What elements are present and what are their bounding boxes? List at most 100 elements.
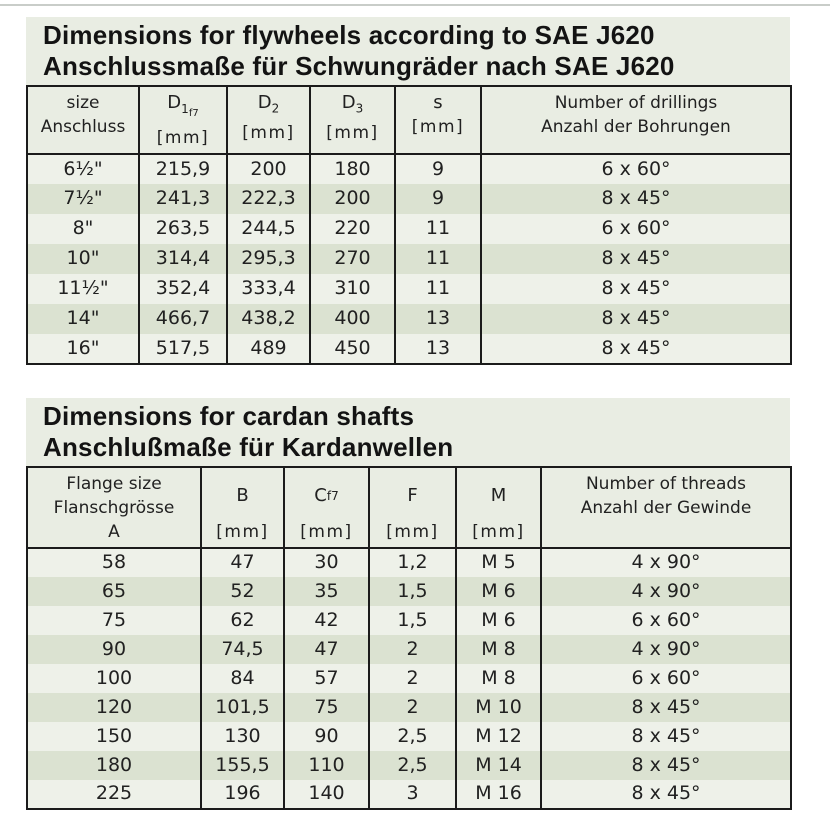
table-cell: 1,5: [368, 605, 457, 635]
table-cell: 2,5: [368, 721, 457, 751]
cardan-title-de: Anschlußmaße für Kardanwellen: [43, 431, 454, 462]
table-row: 8" 263,5 244,5 220 11 6 x 60°: [26, 213, 792, 244]
table-cell: 35: [283, 576, 370, 606]
table-cell: 8 x 45°: [480, 333, 792, 364]
table-cell: 9: [394, 153, 482, 184]
table-row: 150 130 90 2,5 M 12 8 x 45°: [26, 721, 792, 751]
table-cell: 52: [200, 576, 285, 606]
table-cell: M 8: [455, 634, 542, 664]
table-cell: 215,9: [138, 153, 228, 184]
table-cell: 13: [394, 333, 482, 364]
table-cell: 2: [368, 634, 457, 664]
b-unit: [mm]: [216, 521, 269, 542]
d2-unit: [mm]: [242, 122, 295, 143]
flywheel-header-row: size Anschluss D1f7 [mm] D2 [mm] D3 [mm]: [26, 86, 792, 155]
table-cell: M 8: [455, 663, 542, 693]
table-cell: 8 x 45°: [480, 273, 792, 304]
table-cell: 295,3: [226, 243, 311, 274]
table-cell: 200: [309, 183, 396, 214]
table-cell: 1,5: [368, 576, 457, 606]
table-cell: 8 x 45°: [480, 243, 792, 274]
table-row: 180 155,5 110 2,5 M 14 8 x 45°: [26, 750, 792, 780]
table-cell: 4 x 90°: [540, 576, 792, 606]
cardan-section-title: Dimensions for cardan shafts Anschlußmaß…: [26, 397, 790, 466]
table-cell: 489: [226, 333, 311, 364]
table-row: 6½" 215,9 200 180 9 6 x 60°: [26, 153, 792, 184]
col-header-d2: D2 [mm]: [226, 86, 311, 155]
table-cell: M 5: [455, 547, 542, 577]
table-cell: M 12: [455, 721, 542, 751]
table-cell: 7½": [26, 183, 140, 214]
table-cell: 42: [283, 605, 370, 635]
col-header-size-en: size: [66, 93, 100, 113]
table-cell: 110: [283, 750, 370, 780]
d1f7-symbol: D1f7: [167, 92, 199, 119]
table-cell: 2: [368, 663, 457, 693]
table-cell: 90: [26, 634, 202, 664]
table-cell: 155,5: [200, 750, 285, 780]
col-header-size: size Anschluss: [26, 86, 140, 155]
flange-label-de: Flanschgrösse: [53, 497, 175, 518]
m-symbol: M: [490, 484, 507, 506]
flywheel-section-title: Dimensions for flywheels according to SA…: [26, 17, 790, 85]
table-row: 120 101,5 75 2 M 10 8 x 45°: [26, 692, 792, 722]
table-cell: 8 x 45°: [480, 183, 792, 214]
table-cell: 75: [283, 692, 370, 722]
table-cell: 222,3: [226, 183, 311, 214]
table-cell: 196: [200, 779, 285, 809]
table-cell: 65: [26, 576, 202, 606]
table-cell: 3: [368, 779, 457, 809]
drillings-label-de: Anzahl der Bohrungen: [541, 117, 731, 137]
table-cell: 225: [26, 779, 202, 809]
table-cell: M 6: [455, 605, 542, 635]
table-cell: 58: [26, 547, 202, 577]
threads-label-en: Number of threads: [585, 473, 747, 494]
table-cell: 90: [283, 721, 370, 751]
flywheel-section: Dimensions for flywheels according to SA…: [26, 0, 792, 365]
d2-symbol: D2: [257, 92, 280, 116]
table-cell: 30: [283, 547, 370, 577]
table-cell: 244,5: [226, 213, 311, 244]
d1f7-unit: [mm]: [156, 127, 210, 148]
f-symbol: F: [407, 484, 418, 506]
threads-label-de: Anzahl der Gewinde: [580, 497, 752, 518]
table-row: 14" 466,7 438,2 400 13 8 x 45°: [26, 303, 792, 334]
table-cell: 57: [283, 663, 370, 693]
table-cell: 9: [394, 183, 482, 214]
col-header-b: B [mm]: [200, 466, 285, 549]
d3-symbol: D3: [341, 92, 364, 116]
table-cell: 6 x 60°: [540, 663, 792, 693]
table-cell: 150: [26, 721, 202, 751]
drillings-label-en: Number of drillings: [554, 93, 718, 113]
table-cell: 2: [368, 692, 457, 722]
table-cell: 1,2: [368, 547, 457, 577]
table-cell: 180: [309, 153, 396, 184]
table-cell: 10": [26, 243, 140, 274]
cardan-title-en: Dimensions for cardan shafts: [43, 400, 415, 431]
table-cell: 62: [200, 605, 285, 635]
table-cell: 11½": [26, 273, 140, 304]
table-cell: 314,4: [138, 243, 228, 274]
col-header-s: s [mm]: [394, 86, 482, 155]
m-unit: [mm]: [472, 521, 525, 542]
col-header-d3: D3 [mm]: [309, 86, 396, 155]
table-cell: 8 x 45°: [540, 692, 792, 722]
flange-label-en: Flange size: [66, 473, 162, 494]
table-cell: 101,5: [200, 692, 285, 722]
flywheel-table-body: 6½" 215,9 200 180 9 6 x 60° 7½" 241,3 222,3 200 9 8…: [26, 153, 792, 364]
table-cell: 263,5: [138, 213, 228, 244]
col-header-d1f7: D1f7 [mm]: [138, 86, 228, 155]
cardan-header-row: Flange size Flanschgrösse A B [mm]: [26, 466, 792, 549]
table-cell: M 16: [455, 779, 542, 809]
table-cell: 47: [283, 634, 370, 664]
d3-unit: [mm]: [326, 122, 379, 143]
flywheel-title-de: Anschlussmaße für Schwungräder nach SAE …: [43, 51, 675, 81]
page-top-rule: [0, 4, 830, 6]
table-cell: M 6: [455, 576, 542, 606]
table-cell: 11: [394, 243, 482, 274]
